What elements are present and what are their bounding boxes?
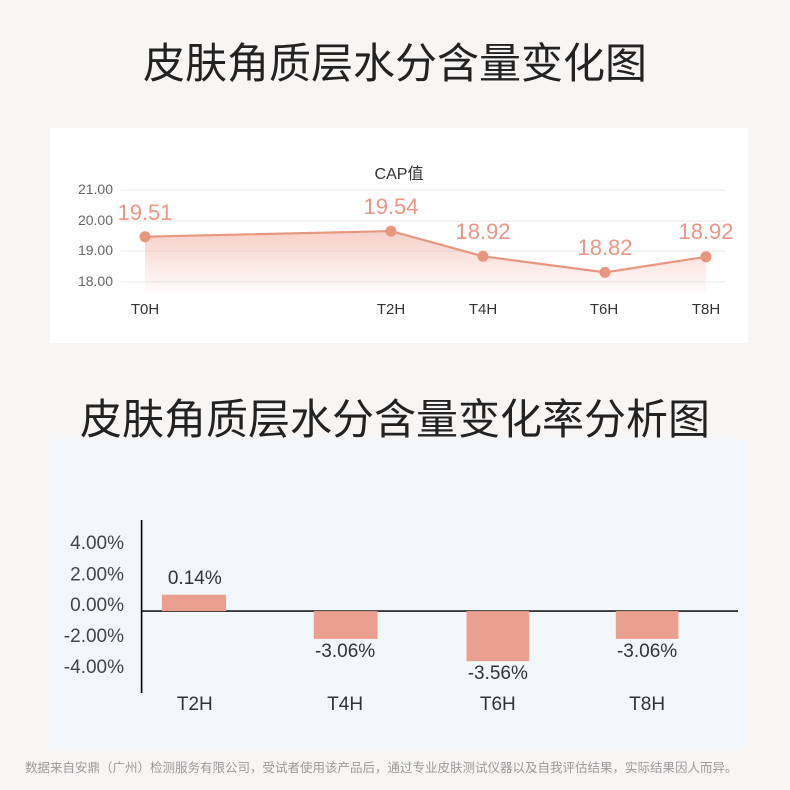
svg-text:T2H: T2H (177, 694, 213, 715)
svg-text:T8H: T8H (692, 301, 720, 318)
svg-text:T0H: T0H (131, 301, 159, 318)
svg-text:19.51: 19.51 (117, 200, 172, 225)
svg-text:-4.00%: -4.00% (64, 657, 124, 678)
svg-text:-2.00%: -2.00% (64, 626, 124, 647)
svg-text:-3.56%: -3.56% (468, 663, 528, 684)
svg-text:4.00%: 4.00% (70, 533, 124, 554)
svg-text:T4H: T4H (469, 301, 497, 318)
svg-text:-3.06%: -3.06% (617, 641, 677, 662)
svg-text:20.00: 20.00 (78, 212, 113, 228)
svg-text:T6H: T6H (480, 694, 516, 715)
svg-text:18.82: 18.82 (577, 235, 632, 260)
svg-text:T2H: T2H (377, 301, 405, 318)
svg-text:0.14%: 0.14% (168, 568, 222, 589)
svg-text:18.92: 18.92 (678, 219, 733, 244)
svg-text:21.00: 21.00 (78, 181, 113, 197)
svg-text:T8H: T8H (629, 694, 665, 715)
svg-text:18.00: 18.00 (78, 273, 113, 289)
svg-text:2.00%: 2.00% (70, 564, 124, 585)
svg-text:T6H: T6H (590, 301, 618, 318)
svg-text:18.92: 18.92 (455, 219, 510, 244)
svg-text:19.54: 19.54 (363, 194, 418, 219)
svg-text:19.00: 19.00 (78, 242, 113, 258)
svg-text:-3.06%: -3.06% (315, 641, 375, 662)
svg-text:T4H: T4H (327, 694, 363, 715)
svg-text:0.00%: 0.00% (70, 595, 124, 616)
